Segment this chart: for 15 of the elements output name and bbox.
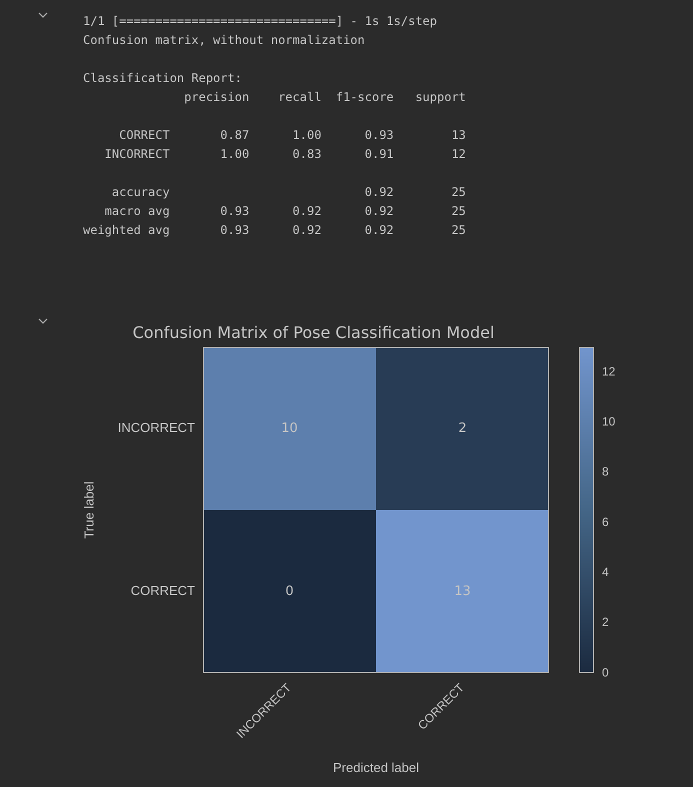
- chart-title: Confusion Matrix of Pose Classification Model: [132, 322, 494, 342]
- color-bar-label: 6: [602, 514, 609, 529]
- data-label: 13: [454, 584, 471, 599]
- data-label: 0: [285, 584, 294, 599]
- color-bar-label: 2: [602, 615, 609, 630]
- text: 1/1 [==============================] - 1s 1s/step Confusion matrix, without normalization Classification Report: precision recall f1-score support CORRECT 0.87 1.00 0.93 13 INCORRECT 1.00 0.83 0.91 12 accuracy 0.92 25 macro avg 0.93 0.92 0.92 25 weighted avg 0.93 0.92 0.92 25: [83, 14, 466, 237]
- color-bar-label: 10: [602, 414, 616, 429]
- x-axis-title: Predicted label: [333, 760, 420, 775]
- color-bar-label: 8: [602, 464, 609, 479]
- color-bar-label: 12: [602, 364, 616, 378]
- color-bar-label: 0: [602, 665, 609, 680]
- y-axis-title: True label: [81, 481, 96, 539]
- data-label: 2: [458, 420, 467, 436]
- data-label: 10: [281, 420, 298, 436]
- color-bar-label: 4: [602, 565, 609, 580]
